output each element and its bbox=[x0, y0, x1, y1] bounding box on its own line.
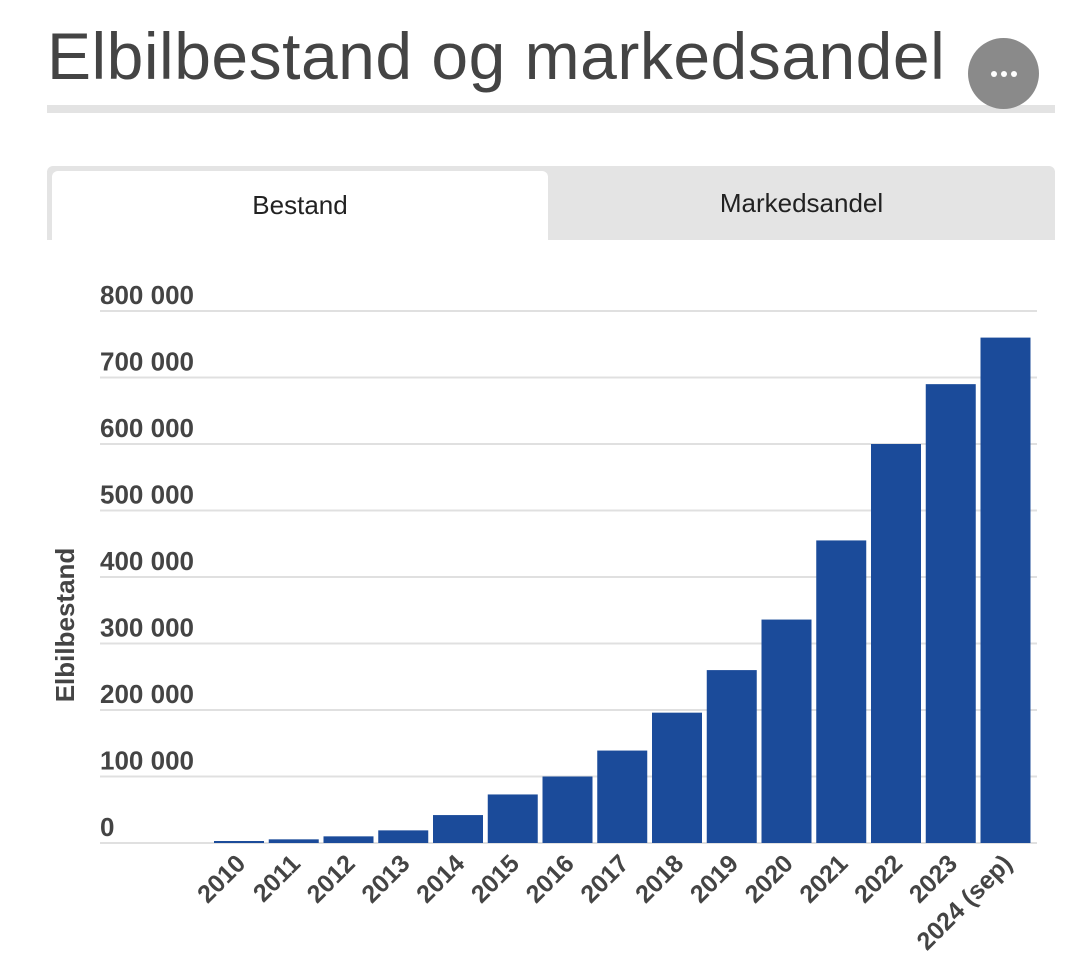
bar-2016 bbox=[542, 776, 593, 843]
y-tick-label: 300 000 bbox=[100, 613, 194, 643]
page-title: Elbilbestand og markedsandel bbox=[47, 19, 946, 93]
tab-bestand-label: Bestand bbox=[252, 190, 348, 220]
tab-bestand[interactable]: Bestand bbox=[52, 171, 548, 240]
more-horizontal-icon bbox=[989, 70, 1019, 77]
y-axis-label: Elbilbestand bbox=[50, 548, 80, 703]
y-tick-label: 400 000 bbox=[100, 546, 194, 576]
bar-2018 bbox=[652, 712, 702, 843]
bar-2012 bbox=[323, 836, 374, 843]
y-tick-label: 0 bbox=[100, 812, 114, 842]
tab-bar: Bestand Markedsandel bbox=[47, 166, 1055, 240]
x-tick-label: 2014 bbox=[411, 849, 470, 908]
bar-chart: 0 100 000 200 000 300 000 400 000 500 000 600 … bbox=[50, 280, 1037, 956]
more-options-button[interactable] bbox=[968, 38, 1039, 109]
bar-2010 bbox=[214, 841, 264, 843]
x-tick-label: 2018 bbox=[630, 849, 689, 908]
y-tick-label: 800 000 bbox=[100, 280, 194, 310]
tab-markedsandel[interactable]: Markedsandel bbox=[548, 166, 1055, 240]
x-tick-label: 2010 bbox=[192, 849, 251, 908]
y-tick-label: 100 000 bbox=[100, 746, 194, 776]
x-tick-label: 2015 bbox=[466, 849, 525, 908]
y-axis-ticks: 0 100 000 200 000 300 000 400 000 500 000 600 … bbox=[100, 280, 194, 842]
grid-lines bbox=[100, 310, 1037, 844]
bar-2020 bbox=[761, 619, 812, 843]
y-tick-label: 600 000 bbox=[100, 413, 194, 443]
bar-2023 bbox=[925, 384, 976, 843]
x-tick-label: 2016 bbox=[521, 849, 580, 908]
title-divider bbox=[47, 105, 1055, 113]
x-tick-label: 2020 bbox=[740, 849, 799, 908]
bar-2022 bbox=[871, 444, 921, 843]
bar-2014 bbox=[433, 815, 483, 843]
x-tick-label: 2021 bbox=[794, 849, 853, 908]
bar-2011 bbox=[268, 839, 319, 843]
bar-2024-sep bbox=[980, 337, 1031, 843]
bar-2017 bbox=[597, 750, 648, 843]
y-tick-label: 200 000 bbox=[100, 679, 194, 709]
x-tick-label: 2012 bbox=[302, 849, 361, 908]
bars bbox=[214, 337, 1031, 843]
x-tick-label: 2013 bbox=[356, 849, 415, 908]
x-axis-ticks: 2010201120122013201420152016201720182019… bbox=[192, 849, 1018, 955]
bar-2019 bbox=[706, 670, 757, 843]
bar-2013 bbox=[378, 830, 429, 843]
x-tick-label: 2011 bbox=[248, 849, 306, 907]
bar-2015 bbox=[487, 794, 538, 843]
x-tick-label: 2019 bbox=[685, 849, 744, 908]
y-tick-label: 500 000 bbox=[100, 480, 194, 510]
bar-2021 bbox=[816, 540, 867, 843]
y-tick-label: 700 000 bbox=[100, 347, 194, 377]
tab-markedsandel-label: Markedsandel bbox=[719, 187, 884, 218]
x-tick-label: 2017 bbox=[575, 849, 634, 908]
x-tick-label: 2022 bbox=[849, 849, 908, 908]
